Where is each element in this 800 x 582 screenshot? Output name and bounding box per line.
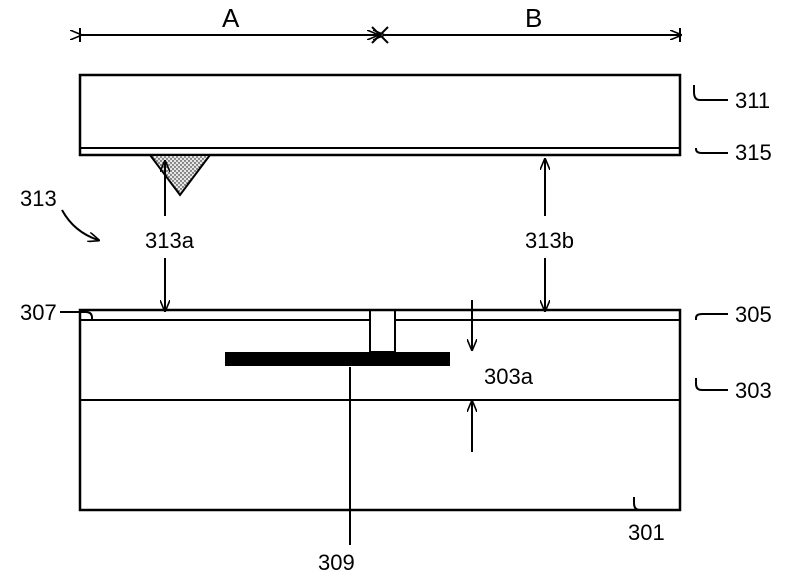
label-313: 313: [20, 186, 57, 211]
label-301: 301: [628, 520, 665, 545]
label-309: 309: [318, 550, 355, 575]
label-307: 307: [20, 300, 57, 325]
deck: [80, 310, 680, 352]
leader-305: [696, 314, 728, 320]
label-313b: 313b: [525, 228, 574, 253]
leader-311: [694, 85, 728, 100]
bar-309: [225, 352, 450, 366]
label-313a: 313a: [145, 228, 195, 253]
label-303: 303: [735, 378, 772, 403]
label-A: A: [222, 3, 240, 33]
label-315: 315: [735, 140, 772, 165]
leader-303: [696, 378, 728, 390]
leader-307: [60, 312, 92, 320]
label-305: 305: [735, 302, 772, 327]
label-303a: 303a: [484, 364, 534, 389]
leader-301: [634, 497, 655, 510]
lower-block: [80, 310, 680, 510]
upper-slab: [80, 75, 680, 155]
triangle-313a: [150, 155, 210, 195]
leader-313: [62, 210, 98, 240]
leader-315: [696, 148, 728, 153]
label-311: 311: [735, 88, 770, 113]
label-B: B: [525, 3, 542, 33]
